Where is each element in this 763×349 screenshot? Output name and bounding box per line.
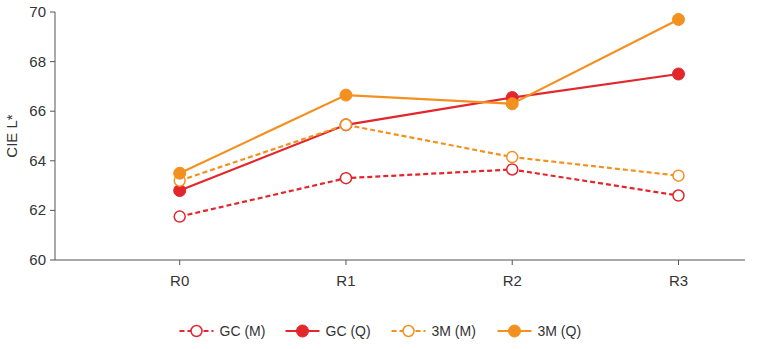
- y-tick: [50, 12, 55, 13]
- y-axis-label: CIE L*: [3, 114, 20, 158]
- x-tick: [345, 260, 346, 265]
- series-line: [180, 19, 679, 173]
- x-tick-label: R0: [170, 272, 189, 289]
- chart: 60 62 64 66 68 70 R0 R1 R2 R3 CIE L* GC (M) GC (Q) 3M…: [0, 0, 763, 349]
- point: [507, 152, 518, 163]
- point: [174, 167, 186, 179]
- y-tick: [50, 160, 55, 161]
- legend-label: GC (M): [220, 323, 266, 339]
- point: [673, 190, 684, 201]
- y-tick: [50, 111, 55, 112]
- point: [340, 89, 352, 101]
- series-line: [180, 125, 679, 181]
- y-tick-label: 70: [29, 3, 46, 20]
- y-tick-label: 62: [29, 201, 46, 218]
- legend-marker: [509, 325, 521, 337]
- y-tick-label: 64: [29, 152, 46, 169]
- series: [174, 119, 684, 186]
- point: [340, 119, 352, 131]
- legend-label: 3M (M): [432, 323, 476, 339]
- x-axis: [55, 260, 745, 261]
- series: [174, 164, 684, 222]
- point: [340, 119, 351, 130]
- y-axis: [55, 12, 56, 260]
- x-tick-label: R1: [336, 272, 355, 289]
- point: [340, 173, 351, 184]
- point: [506, 98, 518, 110]
- point: [174, 211, 185, 222]
- series: [174, 13, 685, 179]
- x-tick: [512, 260, 513, 265]
- y-tick-label: 68: [29, 53, 46, 70]
- x-tick-label: R3: [669, 272, 688, 289]
- y-tick: [50, 210, 55, 211]
- y-tick-label: 60: [29, 251, 46, 268]
- x-tick-label: R2: [503, 272, 522, 289]
- legend-marker: [191, 326, 202, 337]
- legend-item: 3M (Q): [498, 323, 582, 339]
- series-line: [180, 74, 679, 191]
- y-tick: [50, 61, 55, 62]
- y-tick-label: 66: [29, 102, 46, 119]
- y-tick: [50, 260, 55, 261]
- x-tick: [179, 260, 180, 265]
- point: [673, 170, 684, 181]
- legend-item: GC (Q): [286, 323, 371, 339]
- point: [507, 164, 518, 175]
- legend-marker: [297, 325, 309, 337]
- legend-label: 3M (Q): [538, 323, 582, 339]
- point: [672, 68, 684, 80]
- legend-label: GC (Q): [326, 323, 371, 339]
- plot-area: [174, 13, 685, 222]
- legend-marker: [403, 326, 414, 337]
- point: [672, 13, 684, 25]
- x-tick: [678, 260, 679, 265]
- legend-item: 3M (M): [392, 323, 476, 339]
- series-line: [180, 169, 679, 216]
- series: [174, 68, 685, 197]
- legend-item: GC (M): [180, 323, 266, 339]
